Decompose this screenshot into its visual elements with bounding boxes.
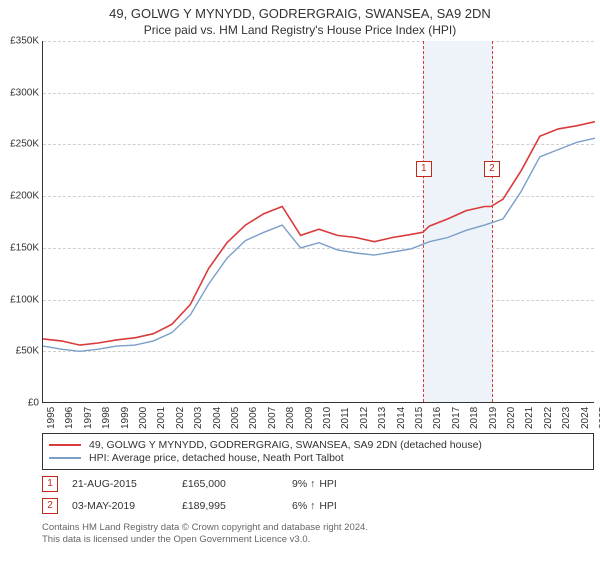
line-chart: £0£50K£100K£150K£200K£250K£300K£350K1995… — [42, 41, 594, 403]
gridline — [43, 248, 594, 249]
x-axis-label: 2006 — [248, 407, 259, 429]
chart-subtitle: Price paid vs. HM Land Registry's House … — [0, 23, 600, 37]
series-line — [43, 122, 595, 345]
sale-diff: 6% ↑HPI — [292, 500, 402, 512]
y-axis-label: £0 — [1, 398, 39, 409]
legend-label: HPI: Average price, detached house, Neat… — [89, 452, 344, 464]
x-axis-label: 2015 — [414, 407, 425, 429]
gridline — [43, 93, 594, 94]
x-axis-label: 2000 — [138, 407, 149, 429]
footer-line-1: Contains HM Land Registry data © Crown c… — [42, 522, 600, 534]
sale-date: 03-MAY-2019 — [72, 500, 182, 512]
x-axis-label: 2007 — [267, 407, 278, 429]
x-axis-label: 2017 — [451, 407, 462, 429]
chart-title: 49, GOLWG Y MYNYDD, GODRERGRAIG, SWANSEA… — [0, 6, 600, 21]
footer-line-2: This data is licensed under the Open Gov… — [42, 534, 600, 546]
x-axis-label: 2003 — [193, 407, 204, 429]
x-axis-label: 2014 — [396, 407, 407, 429]
gridline — [43, 196, 594, 197]
y-axis-label: £150K — [1, 242, 39, 253]
sale-diff: 9% ↑HPI — [292, 478, 402, 490]
x-axis-label: 2022 — [543, 407, 554, 429]
x-axis-label: 2011 — [340, 407, 351, 429]
x-axis-label: 2023 — [561, 407, 572, 429]
x-axis-label: 2018 — [469, 407, 480, 429]
x-axis-label: 2013 — [377, 407, 388, 429]
x-axis-label: 2002 — [175, 407, 186, 429]
series-svg — [43, 41, 595, 403]
chart-marker: 1 — [416, 161, 432, 177]
x-axis-label: 2016 — [432, 407, 443, 429]
x-axis-label: 2005 — [230, 407, 241, 429]
y-axis-label: £100K — [1, 294, 39, 305]
sale-marker: 2 — [42, 498, 58, 514]
x-axis-label: 2019 — [488, 407, 499, 429]
x-axis-label: 1995 — [46, 407, 57, 429]
gridline — [43, 41, 594, 42]
x-axis-label: 2024 — [580, 407, 591, 429]
chart-marker: 2 — [484, 161, 500, 177]
legend-item: HPI: Average price, detached house, Neat… — [49, 452, 587, 464]
x-axis-label: 2021 — [524, 407, 535, 429]
gridline — [43, 351, 594, 352]
highlight-band — [423, 41, 493, 402]
x-axis-label: 2012 — [359, 407, 370, 429]
footer-attribution: Contains HM Land Registry data © Crown c… — [42, 522, 600, 547]
sale-date: 21-AUG-2015 — [72, 478, 182, 490]
x-axis-label: 1998 — [101, 407, 112, 429]
x-axis-label: 2010 — [322, 407, 333, 429]
sale-price: £189,995 — [182, 500, 292, 512]
y-axis-label: £350K — [1, 36, 39, 47]
sale-marker: 1 — [42, 476, 58, 492]
x-axis-label: 2001 — [156, 407, 167, 429]
x-axis-label: 1996 — [64, 407, 75, 429]
legend-label: 49, GOLWG Y MYNYDD, GODRERGRAIG, SWANSEA… — [89, 439, 482, 451]
x-axis-label: 2004 — [212, 407, 223, 429]
gridline — [43, 144, 594, 145]
sale-row: 2 03-MAY-2019£189,9956% ↑HPI — [42, 498, 594, 514]
legend-swatch — [49, 444, 81, 446]
x-axis-label: 2020 — [506, 407, 517, 429]
y-axis-label: £250K — [1, 139, 39, 150]
x-axis-label: 2008 — [285, 407, 296, 429]
y-axis-label: £200K — [1, 191, 39, 202]
legend-item: 49, GOLWG Y MYNYDD, GODRERGRAIG, SWANSEA… — [49, 439, 587, 451]
x-axis-label: 2009 — [304, 407, 315, 429]
series-line — [43, 138, 595, 351]
x-axis-label: 1999 — [120, 407, 131, 429]
y-axis-label: £300K — [1, 87, 39, 98]
legend-swatch — [49, 457, 81, 459]
legend: 49, GOLWG Y MYNYDD, GODRERGRAIG, SWANSEA… — [42, 433, 594, 470]
sale-row: 1 21-AUG-2015£165,0009% ↑HPI — [42, 476, 594, 492]
x-axis-label: 1997 — [83, 407, 94, 429]
gridline — [43, 300, 594, 301]
sales-table: 1 21-AUG-2015£165,0009% ↑HPI 2 03-MAY-2019£… — [0, 476, 600, 514]
y-axis-label: £50K — [1, 346, 39, 357]
sale-price: £165,000 — [182, 478, 292, 490]
